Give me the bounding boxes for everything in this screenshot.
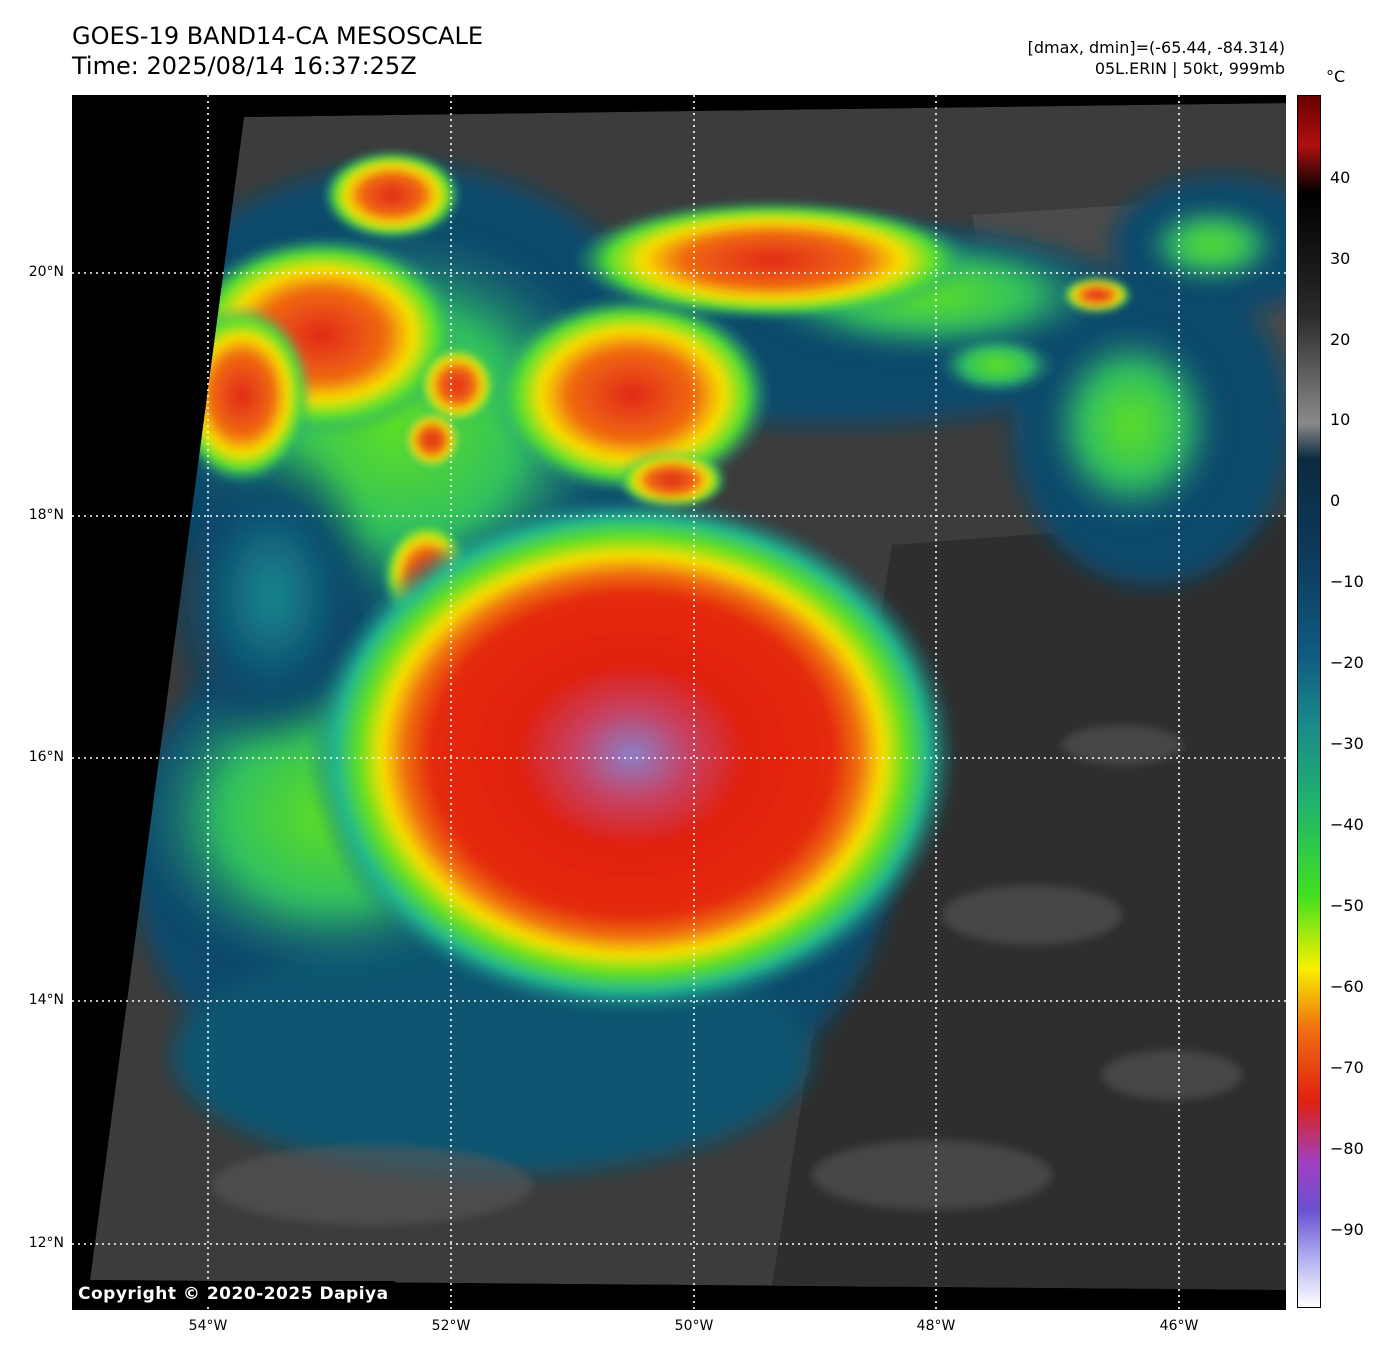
colorbar-tick: −10 [1330,572,1364,591]
temperature-colorbar [1297,95,1321,1308]
satellite-map[interactable] [72,95,1286,1310]
lon-label-52w: 52°W [431,1318,471,1334]
map-title: GOES-19 BAND14-CA MESOSCALE [72,22,483,50]
colorbar-tick: −50 [1330,896,1364,915]
lat-label-12n: 12°N [28,1235,64,1251]
lat-label-16n: 16°N [28,749,64,765]
satellite-imagery [72,95,1286,1310]
colorbar-tick: 10 [1330,410,1351,429]
colorbar-tick: −20 [1330,653,1364,672]
lon-label-46w: 46°W [1159,1318,1199,1334]
map-timestamp: Time: 2025/08/14 16:37:25Z [72,52,417,80]
colorbar-unit: °C [1326,67,1346,86]
storm-info-text: 05L.ERIN | 50kt, 999mb [1094,59,1285,78]
lon-label-50w: 50°W [674,1318,714,1334]
colorbar-tick: 20 [1330,330,1351,349]
colorbar-tick: 0 [1330,491,1341,510]
lon-label-54w: 54°W [188,1318,228,1334]
colorbar-tick: −80 [1330,1139,1364,1158]
colorbar-tick: 30 [1330,249,1351,268]
colorbar-tick: −90 [1330,1220,1364,1239]
colorbar-tick: −60 [1330,977,1364,996]
colorbar-tick: 40 [1330,168,1351,187]
graticule [72,95,1286,1310]
colorbar-tick: −40 [1330,815,1364,834]
lat-label-18n: 18°N [28,507,64,523]
lat-label-14n: 14°N [28,992,64,1008]
copyright-label: Copyright © 2020-2025 Dapiya [72,1281,395,1307]
lon-label-48w: 48°W [916,1318,956,1334]
colorbar-tick: −30 [1330,734,1364,753]
temperature-range-text: [dmax, dmin]=(-65.44, -84.314) [1027,38,1285,57]
colorbar-tick: −70 [1330,1058,1364,1077]
lat-label-20n: 20°N [28,264,64,280]
